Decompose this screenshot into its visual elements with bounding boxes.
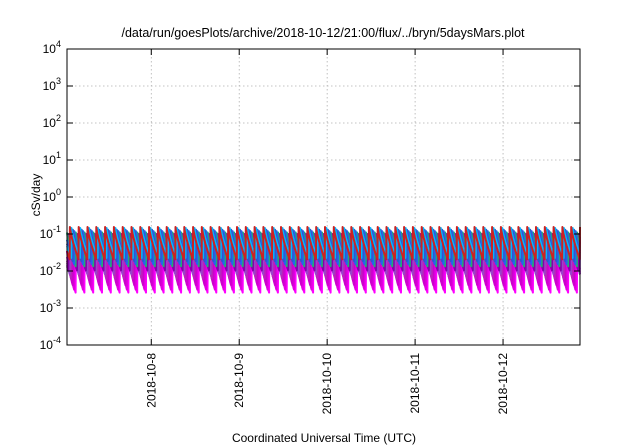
tick-labels: 10-4 10-3 10-2 10-1 100 101 102 103 104 2018-10-8… [40,39,510,414]
grid [67,48,580,346]
series-line [66,227,581,259]
x-tick-label: 2018-10-11 [408,353,422,414]
axes [66,48,581,346]
y-tick-label: 104 [43,39,61,56]
x-axis-label: Coordinated Universal Time (UTC) [232,431,416,445]
series-group [66,226,581,294]
y-tick-label: 102 [43,113,61,130]
x-tick-label: 2018-10-9 [232,353,246,408]
y-tick-label: 10-4 [40,335,61,352]
x-tick-label: 2018-10-12 [496,353,510,415]
y-axis-label: cSv/day [29,174,43,217]
x-tick-label: 2018-10-10 [320,353,334,415]
y-tick-label: 101 [43,150,61,167]
y-tick-label: 10-3 [40,298,61,315]
y-tick-label: 10-1 [40,224,61,241]
y-tick-label: 103 [43,76,61,93]
y-tick-label: 10-2 [40,261,61,278]
plot-frame [66,48,581,346]
y-tick-label: 100 [43,187,61,204]
x-tick-label: 2018-10-8 [144,353,158,408]
chart-title: /data/run/goesPlots/archive/2018-10-12/2… [121,26,525,40]
series-line [66,226,581,261]
